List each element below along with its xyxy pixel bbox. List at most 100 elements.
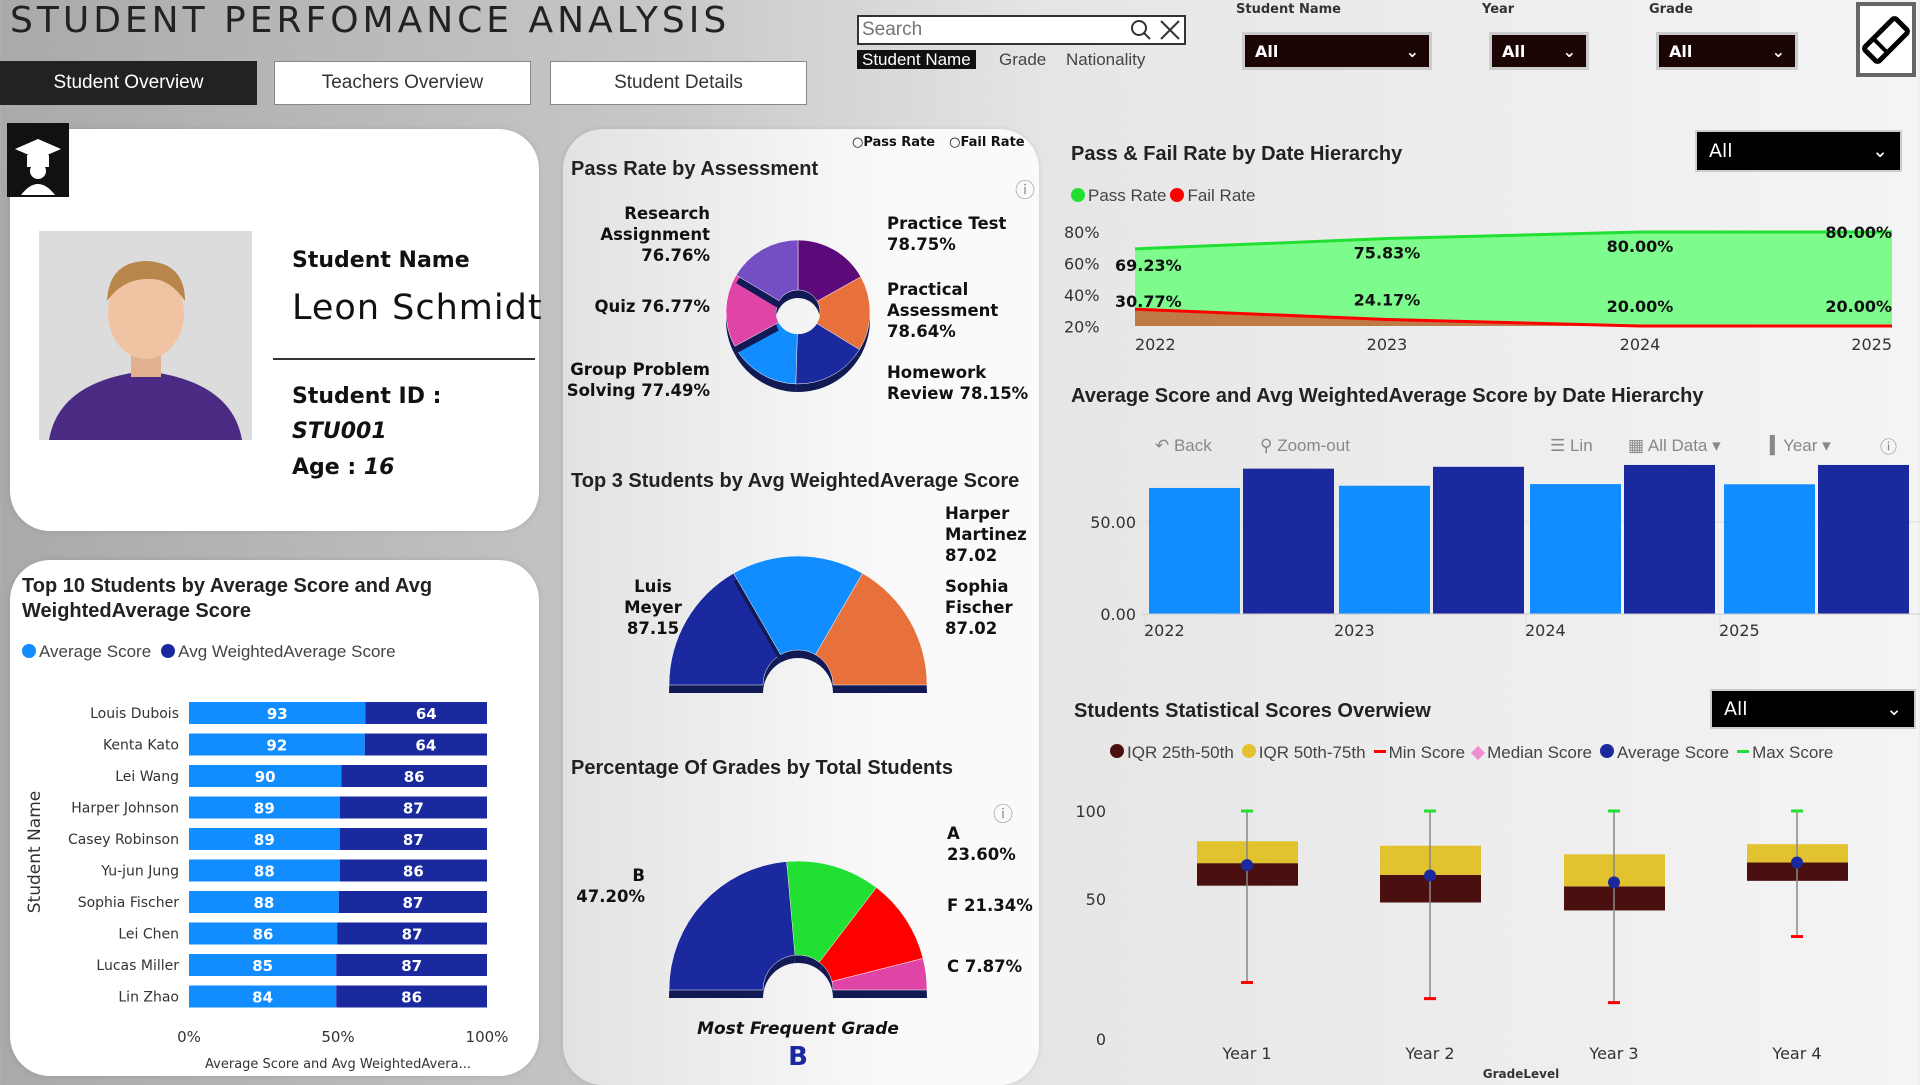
fail-rate-label: 24.17% [1354, 290, 1421, 309]
legend-item[interactable]: Max Score [1737, 743, 1833, 763]
help-icon[interactable]: ⓘ [1880, 438, 1897, 457]
y-tick: 80% [1064, 223, 1100, 242]
most-frequent-grade-value: B [788, 1042, 808, 1072]
x-tick: 2024 [1525, 621, 1566, 640]
radio-pass-rate[interactable]: ○Pass Rate [852, 135, 936, 150]
tab-student-overview[interactable]: Student Overview [0, 61, 257, 105]
legend-pass-rate[interactable]: Pass Rate [1071, 186, 1166, 206]
data-label: 90 [255, 768, 276, 786]
dropdown-value: All [1502, 41, 1526, 61]
x-tick: 2023 [1367, 335, 1408, 354]
passfail-title: Pass & Fail Rate by Date Hierarchy [1071, 143, 1403, 165]
search-field-nationality[interactable]: Nationality [1066, 50, 1146, 69]
right-charts: 80% 60% 40% 20% 2022 69.23% 30.77% 2023 75.83% 24… [1064, 223, 1920, 1080]
all-data-dropdown[interactable]: ▦ All Data ▾ [1628, 435, 1721, 455]
bar-weighted-score [339, 796, 487, 819]
legend-item[interactable]: Min Score [1373, 743, 1466, 763]
top3-title: Top 3 Students by Avg WeightedAverage Sc… [571, 470, 1020, 492]
x-tick: 0% [177, 1028, 201, 1046]
slice-homework-review [795, 323, 860, 385]
data-label: 87 [403, 831, 424, 849]
bar-weighted-score [365, 702, 487, 724]
search-field-grade[interactable]: Grade [999, 50, 1047, 69]
data-label: 87 [402, 926, 423, 944]
legend-average-score[interactable]: Average Score [22, 642, 151, 662]
category-label: Lin Zhao [118, 990, 179, 1006]
data-label: 85 [252, 957, 273, 975]
most-frequent-grade-label: Most Frequent Grade [697, 1019, 899, 1039]
search-field-student-name[interactable]: Student Name [857, 50, 976, 69]
x-tick: 2025 [1719, 621, 1760, 640]
tab-teachers-overview[interactable]: Teachers Overview [274, 61, 531, 105]
pass-rate-label: 80.00% [1607, 237, 1674, 256]
legend-marker [1241, 744, 1256, 758]
student-id-value: STU001 [292, 419, 387, 444]
tab-student-details[interactable]: Student Details [550, 61, 807, 105]
bar-average-score [189, 796, 340, 819]
y-tick: 0.00 [1100, 605, 1136, 624]
radio-fail-rate[interactable]: ○Fail Rate [949, 135, 1025, 150]
dropdown-value: All [1669, 41, 1693, 61]
slice-f [818, 887, 924, 982]
legend-label: Max Score [1752, 743, 1834, 762]
data-label: 93 [267, 705, 288, 723]
slice-a [786, 860, 877, 963]
year-dropdown[interactable]: All ⌄ [1489, 32, 1589, 70]
chevron-down-icon: ⌄ [1405, 41, 1419, 61]
label-luis-meyer: Luis Meyer 87.15 [624, 577, 683, 638]
legend-item[interactable]: Median Score [1471, 743, 1592, 763]
category-label: Lucas Miller [96, 958, 179, 974]
close-icon[interactable] [1154, 17, 1184, 43]
assessment-title: Pass Rate by Assessment [571, 158, 819, 180]
data-label: 88 [253, 894, 274, 912]
graduate-icon [7, 123, 69, 197]
legend-item[interactable]: IQR 50th-75th [1241, 743, 1366, 763]
age-label: Age : [292, 455, 357, 480]
student-name-dropdown[interactable]: All ⌄ [1242, 32, 1432, 70]
legend-item[interactable]: Average Score [1599, 743, 1729, 763]
slice-research-assignment [735, 239, 799, 302]
data-label: 89 [254, 831, 275, 849]
bar-average-score [1530, 484, 1621, 614]
passfail-dropdown[interactable]: All ⌄ [1695, 130, 1902, 172]
x-axis-label: GradeLevel [1483, 1067, 1559, 1080]
linear-toggle[interactable]: ☰ Lin [1550, 435, 1593, 455]
bar-average-score [189, 954, 337, 976]
bar-weighted-score [341, 765, 487, 787]
label-quiz: Quiz 76.77% [595, 297, 711, 316]
data-label: 86 [401, 989, 422, 1007]
middle-charts: Practice Test 78.75% Practical Assessment 78… [567, 178, 1035, 1072]
legend-weighted-score[interactable]: Avg WeightedAverage Score [161, 642, 396, 662]
x-tick: Year 1 [1221, 1044, 1271, 1063]
bar-average-score [1339, 485, 1430, 614]
bar-weighted-score [1433, 466, 1524, 614]
x-axis-label: Average Score and Avg WeightedAvera... [205, 1057, 471, 1072]
stats-dropdown[interactable]: All ⌄ [1710, 689, 1916, 729]
legend-marker [1737, 750, 1750, 753]
bar-average-score [1724, 484, 1815, 614]
label-practice-test: Practice Test 78.75% [887, 214, 1006, 254]
search-icon[interactable] [1128, 17, 1154, 43]
back-button[interactable]: ↶ Back [1155, 435, 1212, 455]
grade-dropdown[interactable]: All ⌄ [1656, 32, 1798, 70]
average-marker [1608, 876, 1620, 889]
slice-c [831, 958, 928, 991]
legend-label: Min Score [1388, 743, 1466, 762]
legend-item[interactable]: IQR 25th-50th [1110, 743, 1234, 763]
y-tick: 50 [1086, 890, 1106, 909]
zoom-out-button[interactable]: ⚲ Zoom-out [1260, 435, 1350, 455]
legend-fail-rate[interactable]: Fail Rate [1170, 186, 1255, 206]
student-photo [39, 231, 252, 440]
bar-average-score [189, 733, 365, 756]
x-tick: 2022 [1144, 621, 1185, 640]
category-label: Lei Chen [118, 927, 179, 943]
clear-filters-button[interactable] [1856, 2, 1916, 77]
bar-average-score [189, 859, 340, 882]
search-input[interactable] [859, 19, 1128, 41]
data-label: 64 [415, 737, 436, 755]
bar-weighted-score [1818, 464, 1909, 614]
x-tick: Year 2 [1404, 1044, 1454, 1063]
category-label: Casey Robinson [68, 832, 179, 848]
data-label: 87 [402, 894, 423, 912]
year-granularity-dropdown[interactable]: ▍Year ▾ [1770, 435, 1831, 455]
